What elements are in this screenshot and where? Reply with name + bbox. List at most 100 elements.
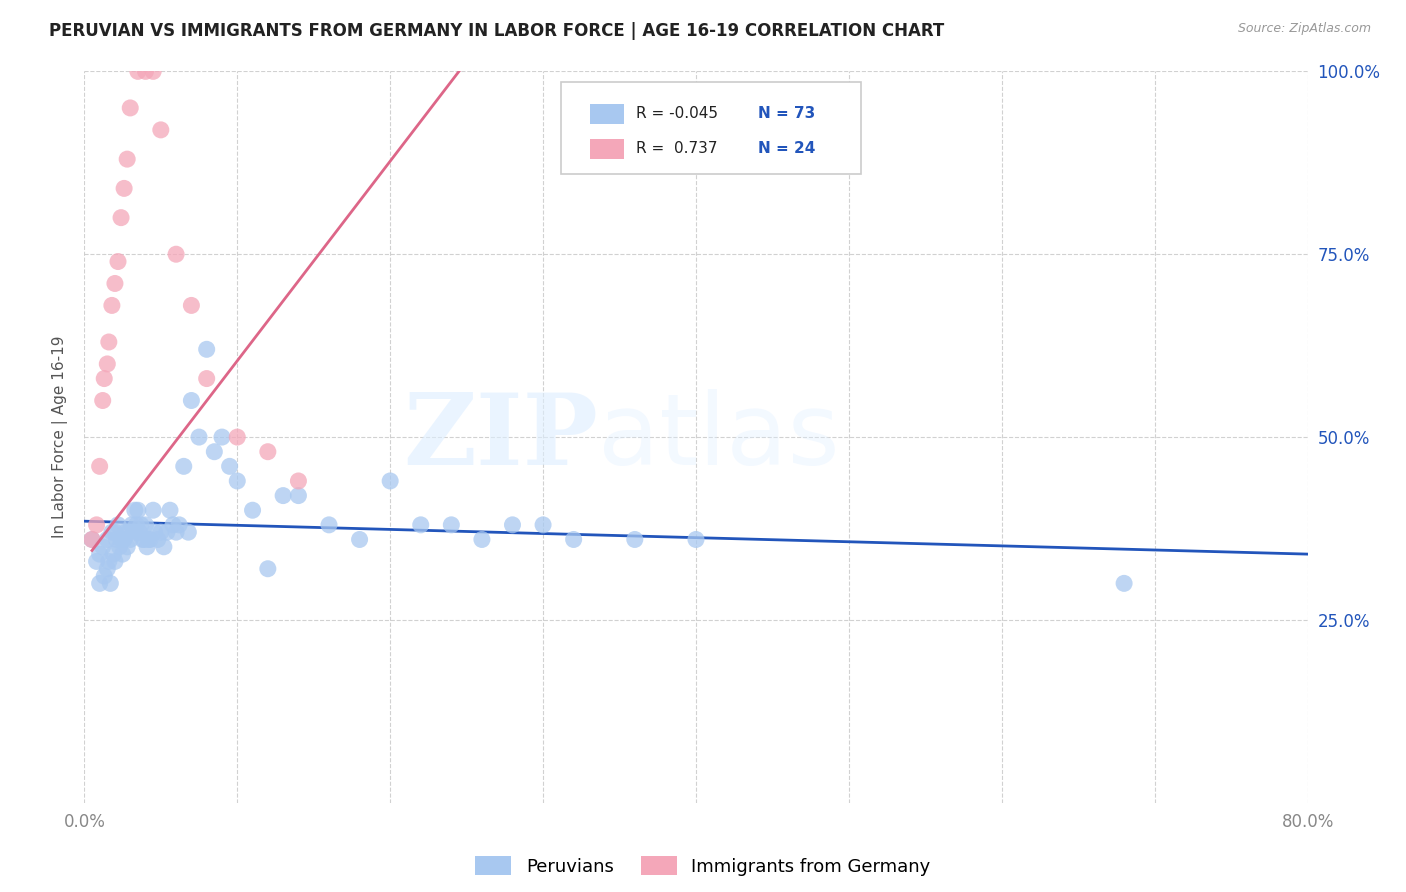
Point xyxy=(120,101,142,115)
Point xyxy=(124,503,146,517)
Point xyxy=(287,474,309,488)
Point xyxy=(115,152,138,166)
Point xyxy=(103,547,125,561)
Point xyxy=(118,525,141,540)
FancyBboxPatch shape xyxy=(589,103,624,124)
Point xyxy=(101,298,124,312)
Point xyxy=(107,517,129,532)
Point xyxy=(80,533,103,547)
Point xyxy=(195,343,218,357)
Point xyxy=(127,503,149,517)
Point xyxy=(502,517,524,532)
Point xyxy=(108,540,131,554)
Point xyxy=(173,459,195,474)
Point xyxy=(96,357,118,371)
Point xyxy=(440,517,463,532)
Point xyxy=(93,569,115,583)
Point xyxy=(142,64,165,78)
Point xyxy=(165,247,187,261)
Point xyxy=(257,444,280,458)
Point xyxy=(146,533,169,547)
Point xyxy=(136,540,159,554)
Text: R =  0.737: R = 0.737 xyxy=(636,142,717,156)
Legend: Peruvians, Immigrants from Germany: Peruvians, Immigrants from Germany xyxy=(468,849,938,883)
Point xyxy=(1114,576,1136,591)
Point xyxy=(86,554,108,568)
Point xyxy=(127,64,149,78)
Point xyxy=(110,533,132,547)
Point xyxy=(211,430,233,444)
Point xyxy=(110,211,132,225)
Point xyxy=(93,371,115,385)
Point xyxy=(129,517,152,532)
Text: atlas: atlas xyxy=(598,389,839,485)
Text: Source: ZipAtlas.com: Source: ZipAtlas.com xyxy=(1237,22,1371,36)
Point xyxy=(112,533,135,547)
Point xyxy=(96,562,118,576)
Point xyxy=(138,533,160,547)
Point xyxy=(624,533,647,547)
Point xyxy=(111,533,134,547)
Point xyxy=(97,554,120,568)
Point xyxy=(188,430,211,444)
Point xyxy=(114,525,136,540)
Point xyxy=(115,540,138,554)
Point xyxy=(80,533,103,547)
Point xyxy=(195,371,218,385)
Point xyxy=(135,517,157,532)
Point xyxy=(226,474,249,488)
Text: ZIP: ZIP xyxy=(404,389,598,485)
Point xyxy=(287,489,309,503)
Text: N = 24: N = 24 xyxy=(758,142,815,156)
Point xyxy=(271,489,294,503)
Point xyxy=(318,517,340,532)
Point xyxy=(149,123,172,137)
Point xyxy=(531,517,554,532)
Point xyxy=(167,517,190,532)
Point xyxy=(180,393,202,408)
Point xyxy=(257,562,280,576)
Point xyxy=(89,459,111,474)
Point xyxy=(149,525,172,540)
Point xyxy=(105,533,128,547)
Point xyxy=(104,554,127,568)
Point xyxy=(91,393,114,408)
Point xyxy=(89,576,111,591)
Point xyxy=(135,64,157,78)
Text: R = -0.045: R = -0.045 xyxy=(636,106,718,121)
Point xyxy=(101,525,124,540)
Point xyxy=(111,547,134,561)
Point xyxy=(98,576,121,591)
Point xyxy=(165,525,187,540)
Point xyxy=(112,181,135,195)
Point xyxy=(180,298,202,312)
Point xyxy=(139,533,162,547)
Point xyxy=(122,525,145,540)
Point xyxy=(156,525,179,540)
Point xyxy=(242,503,264,517)
Point xyxy=(86,517,108,532)
Point xyxy=(143,525,166,540)
Point xyxy=(177,525,200,540)
Point xyxy=(159,503,181,517)
Point xyxy=(153,540,176,554)
Point xyxy=(121,517,143,532)
Point xyxy=(120,533,142,547)
Point xyxy=(162,517,184,532)
FancyBboxPatch shape xyxy=(589,138,624,159)
Point xyxy=(226,430,249,444)
Text: PERUVIAN VS IMMIGRANTS FROM GERMANY IN LABOR FORCE | AGE 16-19 CORRELATION CHART: PERUVIAN VS IMMIGRANTS FROM GERMANY IN L… xyxy=(49,22,945,40)
Point xyxy=(409,517,432,532)
Point xyxy=(89,547,111,561)
FancyBboxPatch shape xyxy=(561,82,860,174)
Point xyxy=(142,503,165,517)
Point xyxy=(104,277,127,291)
Point xyxy=(218,459,240,474)
Point xyxy=(91,540,114,554)
Point xyxy=(131,533,153,547)
Point xyxy=(380,474,402,488)
Text: N = 73: N = 73 xyxy=(758,106,815,121)
Point xyxy=(685,533,707,547)
Point xyxy=(471,533,494,547)
Point xyxy=(107,254,129,268)
